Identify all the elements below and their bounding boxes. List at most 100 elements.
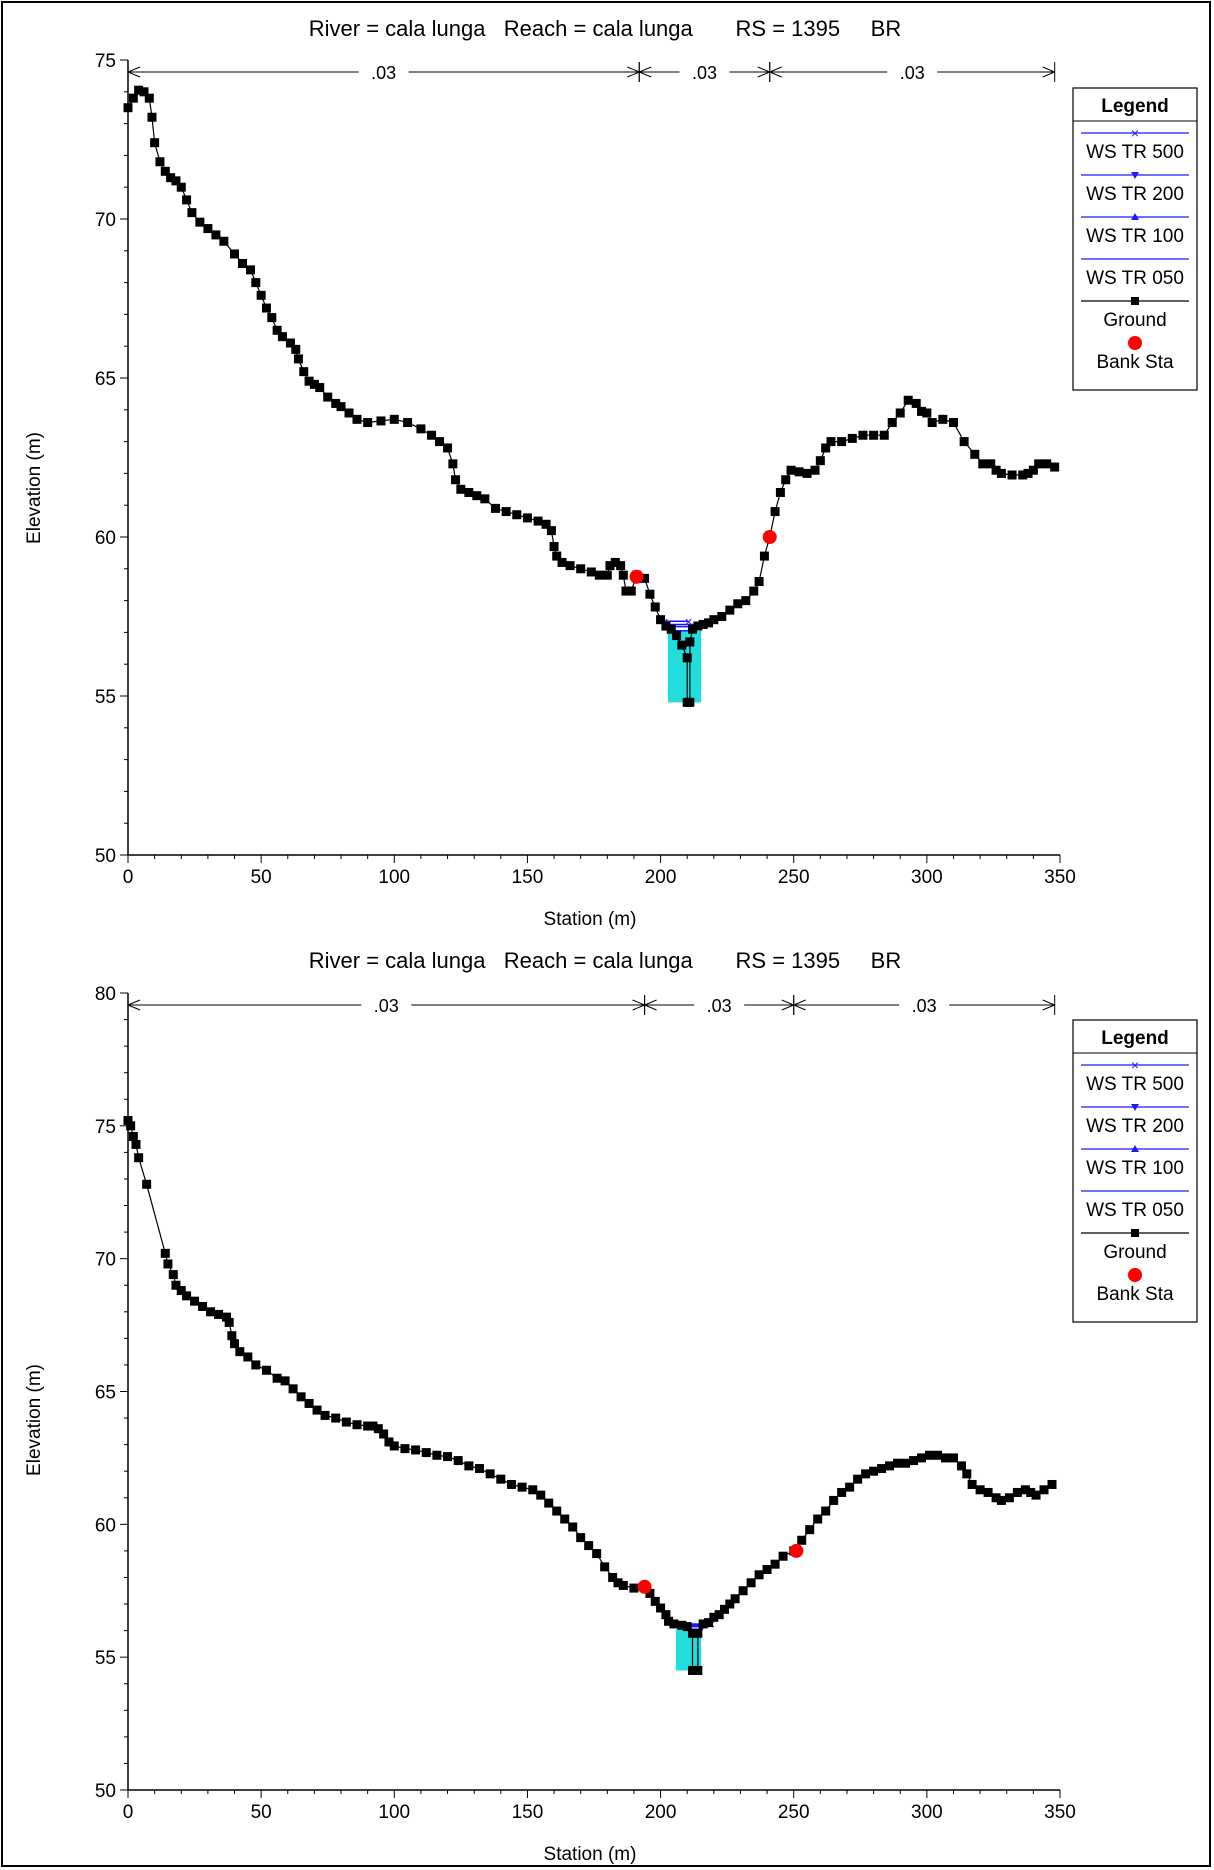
chart-1-legend: Legend ×WS TR 500 WS TR 200 WS TR 100 WS TR …: [1072, 87, 1198, 391]
chart-1-ground-point: [837, 437, 847, 447]
chart-1-ground-point: [261, 303, 271, 313]
chart-1-legend-label: Bank Sta: [1096, 352, 1174, 373]
chart-2-ground-point: [754, 1570, 764, 1580]
chart-2-ground-point: [517, 1482, 527, 1492]
chart-1-ground-point: [267, 313, 277, 323]
chart-2-ground-point: [693, 1665, 703, 1675]
chart-2-ground-point: [384, 1437, 394, 1447]
chart-1-x-axis-label: Station (m): [544, 909, 637, 930]
chart-2-ground-point: [163, 1259, 173, 1269]
chart-1-ground-point: [586, 567, 596, 577]
chart-2-ground-point: [797, 1535, 807, 1545]
chart-1-ground-point: [211, 230, 221, 240]
chart-1-ground-point: [403, 418, 413, 428]
chart-2-ground-point: [1039, 1485, 1049, 1495]
chart-1-ground-point: [541, 519, 551, 529]
chart-1-ground-point: [389, 414, 399, 424]
chart-2-ground-point: [719, 1604, 729, 1614]
chart-1-ground-point: [309, 379, 319, 389]
chart-2-ground-point: [331, 1413, 341, 1423]
chart-1-ground-point: [150, 138, 160, 148]
chart-2-ground-point: [730, 1594, 740, 1604]
chart-2-ground-point: [738, 1586, 748, 1596]
chart-2-ground-point: [296, 1392, 306, 1402]
chart-2-ground-point: [182, 1291, 192, 1301]
chart-2-y-tick-label: 50: [95, 1781, 116, 1802]
chart-1-ground-point: [911, 398, 921, 408]
chart-2-ground-point: [190, 1296, 200, 1306]
chart-2-ground-point: [214, 1309, 224, 1319]
chart-1-legend-marker: [1128, 336, 1142, 350]
chart-2-ground-point: [709, 1612, 719, 1622]
chart-1-y-tick-label: 70: [95, 210, 116, 231]
chart-1-ground-point: [996, 468, 1006, 478]
chart-1-ground-point: [682, 653, 692, 663]
chart-2-y-tick-label: 75: [95, 1117, 116, 1138]
chart-2-legend-marker: [1128, 1268, 1142, 1282]
chart-2-ground-point: [704, 1618, 714, 1628]
chart-1-ground-point: [895, 408, 905, 418]
chart-1-ground-point: [677, 640, 687, 650]
chart-1-ground-point: [621, 586, 631, 596]
chart-1-ground-point: [1023, 468, 1033, 478]
chart-1-ground-point: [203, 224, 213, 234]
chart-1-legend-label: WS TR 050: [1086, 268, 1184, 289]
chart-2-ground-point: [474, 1464, 484, 1474]
chart-1-mannings-value: .03: [692, 63, 717, 83]
chart-2-y-tick-label: 70: [95, 1250, 116, 1271]
chart-2-ground-point: [506, 1479, 516, 1489]
chart-1-mannings-arrow: [126, 66, 141, 78]
chart-2-ground-point: [661, 1610, 671, 1620]
chart-2-ground-point: [664, 1616, 674, 1626]
chart-2-x-axis-label: Station (m): [544, 1844, 637, 1865]
chart-2-ground-point: [341, 1417, 351, 1427]
chart-1-y-tick-label: 60: [95, 528, 116, 549]
chart-1-ground-point: [147, 112, 157, 122]
chart-2-ground-point: [1020, 1485, 1030, 1495]
chart-1-ground-line: [127, 89, 1055, 704]
chart-2-ground-point: [206, 1307, 216, 1317]
chart-1-ground-point: [704, 618, 714, 628]
chart-2-ground-point: [821, 1506, 831, 1516]
chart-1-ground-point: [472, 491, 482, 501]
chart-2-legend-marker: [1131, 1104, 1139, 1111]
chart-2-ground-point: [975, 1485, 985, 1495]
chart-2-legend-label: WS TR 500: [1086, 1074, 1184, 1095]
chart-2-ground-point: [528, 1485, 538, 1495]
chart-1-ground-point: [656, 615, 666, 625]
chart-2-ground-point: [608, 1572, 618, 1582]
chart-1-ground-point: [331, 398, 341, 408]
chart-1-x-tick-label: 0: [123, 867, 134, 888]
chart-1-ground-point: [903, 395, 913, 405]
chart-2-ground-point: [656, 1603, 666, 1613]
chart-1-ground-point: [123, 103, 133, 113]
chart-2-mannings-value: .03: [707, 996, 732, 1016]
chart-1-ground-point: [182, 195, 192, 205]
chart-1-ground-point: [344, 408, 354, 418]
chart-2-ground-point: [618, 1580, 628, 1590]
chart-1-ground-point: [605, 561, 615, 571]
chart-2-ground-point: [940, 1453, 950, 1463]
chart-1-ground-point: [685, 697, 695, 707]
chart-1-ground-point: [176, 182, 186, 192]
chart-1-ground-point: [256, 290, 266, 300]
chart-2-ground-point: [714, 1610, 724, 1620]
chart-1-bank-station: [762, 530, 777, 544]
chart-1-mannings-n: .03 .03 .03: [126, 62, 1056, 83]
chart-1-ground-point: [938, 414, 948, 424]
chart-1-ground-point: [464, 487, 474, 497]
chart-1-ground-point: [166, 173, 176, 183]
chart-1-ground-point: [725, 605, 735, 615]
chart-1-y-tick-label: 75: [95, 51, 116, 72]
chart-2-ground-point: [352, 1420, 362, 1430]
chart-2-ground-point: [536, 1490, 546, 1500]
chart-1-ground-point: [959, 437, 969, 447]
chart-2-ground-point: [698, 1619, 708, 1629]
chart-2-ground-point: [312, 1405, 322, 1415]
chart-1-ground-point: [986, 459, 996, 469]
chart-1-ground-point: [451, 475, 461, 485]
chart-2-x-tick-label: 250: [778, 1802, 810, 1823]
chart-2-ground-point: [746, 1578, 756, 1588]
chart-1-ground-point: [576, 564, 586, 574]
chart-1-ground-point: [1007, 470, 1017, 480]
